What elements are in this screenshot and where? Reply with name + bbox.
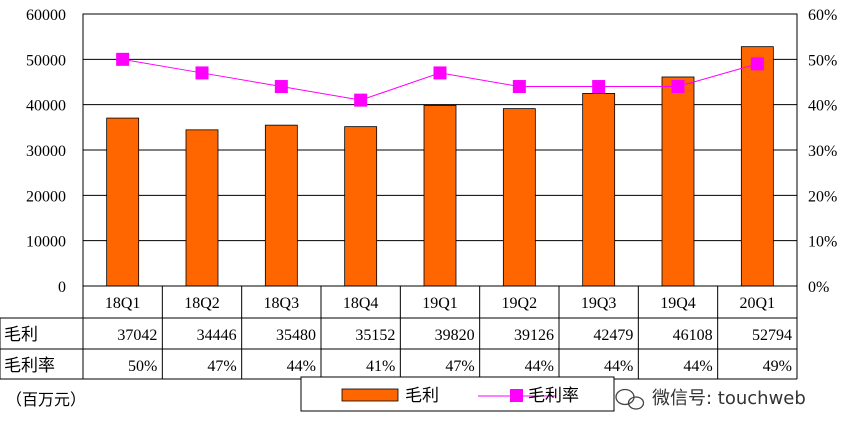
- legend-label-gross-profit: 毛利: [405, 386, 439, 406]
- bar-18Q3: [264, 124, 298, 287]
- table-row-label: 毛利: [4, 325, 38, 345]
- category-label: 19Q3: [581, 295, 617, 312]
- table-cell: 52794: [752, 327, 792, 344]
- right-tick-label: 10%: [808, 234, 837, 251]
- left-tick-label: 0: [58, 279, 66, 296]
- category-label: 20Q1: [740, 295, 776, 312]
- right-tick-label: 30%: [808, 143, 837, 160]
- bar-18Q1: [106, 117, 140, 287]
- unit-label: （百万元）: [6, 390, 86, 409]
- point-20Q1: [750, 57, 764, 71]
- left-tick-label: 30000: [26, 143, 66, 160]
- watermark-text: 微信号: touchweb: [652, 388, 806, 409]
- point-18Q3: [274, 80, 288, 94]
- legend-label-gross-margin: 毛利率: [528, 386, 579, 406]
- left-tick-label: 40000: [26, 98, 66, 115]
- bar-20Q1: [740, 46, 774, 287]
- point-19Q1: [433, 66, 447, 80]
- table-cell: 44%: [683, 358, 712, 375]
- category-label: 19Q1: [422, 295, 458, 312]
- table-cell: 44%: [604, 358, 633, 375]
- plot-area-border: [82, 13, 798, 287]
- line-series: [116, 52, 764, 107]
- right-tick-label: 20%: [808, 188, 837, 205]
- table-cell: 44%: [287, 358, 316, 375]
- table-cell: 41%: [366, 358, 395, 375]
- right-tick-label: 50%: [808, 52, 837, 69]
- bar-19Q2: [502, 108, 536, 287]
- left-tick-label: 60000: [26, 7, 66, 24]
- category-label: 18Q2: [184, 295, 220, 312]
- legend-marker-swatch: [510, 389, 523, 402]
- category-label: 18Q1: [105, 295, 141, 312]
- legend-bar-swatch: [341, 388, 399, 402]
- table-cell: 50%: [128, 358, 157, 375]
- table-cell: 35152: [355, 327, 395, 344]
- point-18Q4: [354, 93, 368, 107]
- data-table: 18Q1 18Q2 18Q3 18Q4 19Q1 19Q2 19Q3 19Q4 20Q1 毛利毛利…: [0, 286, 798, 380]
- table-cell: 49%: [763, 358, 792, 375]
- left-tick-label: 20000: [26, 188, 66, 205]
- right-tick-label: 40%: [808, 98, 837, 115]
- point-18Q1: [116, 52, 130, 66]
- left-axis-ticks: 60000 50000 40000 30000 20000 10000 0: [26, 7, 66, 296]
- category-label: 19Q4: [660, 295, 696, 312]
- table-cell: 46108: [673, 327, 713, 344]
- bar-19Q3: [582, 93, 616, 287]
- table-cell: 35480: [276, 327, 316, 344]
- table-cell: 39126: [514, 327, 554, 344]
- table-cell: 37042: [117, 327, 157, 344]
- right-tick-label: 0%: [808, 279, 829, 296]
- table-cell: 47%: [445, 358, 474, 375]
- table-row-label: 毛利率: [4, 356, 55, 376]
- plot-frame: [82, 13, 798, 287]
- legend: 毛利 毛利率: [300, 376, 615, 412]
- wechat-icon: [615, 388, 645, 410]
- table-cell: 44%: [525, 358, 554, 375]
- category-label: 18Q4: [343, 295, 379, 312]
- right-tick-label: 60%: [808, 7, 837, 24]
- bar-series: [106, 46, 774, 287]
- left-tick-label: 50000: [26, 52, 66, 69]
- point-18Q2: [195, 66, 209, 80]
- table-cell: 34446: [197, 327, 237, 344]
- table-cell: 47%: [207, 358, 236, 375]
- point-19Q4: [671, 80, 685, 94]
- right-axis-ticks: 60% 50% 40% 30% 20% 10% 0%: [808, 7, 837, 296]
- table-cell: 42479: [593, 327, 633, 344]
- bar-19Q1: [423, 105, 457, 287]
- table-cell: 39820: [435, 327, 475, 344]
- category-label: 18Q3: [264, 295, 300, 312]
- category-label: 19Q2: [502, 295, 538, 312]
- point-19Q2: [512, 80, 526, 94]
- point-19Q3: [592, 80, 606, 94]
- bar-18Q2: [185, 129, 219, 287]
- watermark: 微信号: touchweb: [615, 388, 806, 410]
- bar-19Q4: [661, 76, 695, 287]
- bar-18Q4: [344, 126, 378, 287]
- left-tick-label: 10000: [26, 234, 66, 251]
